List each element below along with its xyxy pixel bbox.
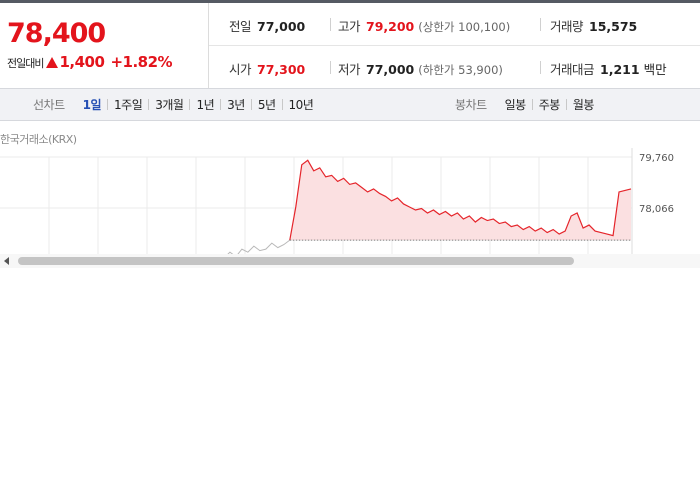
line-chart-title: 선차트 [33, 98, 65, 112]
stat-value: 77,300 [257, 62, 306, 77]
change-value: 1,400 [59, 53, 105, 71]
series-line-premarket [227, 239, 291, 254]
period-button-6[interactable]: 10년 [288, 98, 314, 112]
scroll-left-arrow-icon[interactable] [4, 257, 9, 265]
change-row: 전일대비 1,400 +1.82% [7, 53, 173, 71]
stat-label: 시가 [229, 62, 252, 77]
toolbar-separator [220, 99, 222, 110]
change-label: 전일대비 [7, 57, 44, 70]
current-price: 78,400 [7, 18, 106, 49]
y-tick-label: 79,760 [639, 153, 674, 164]
stats-divider [209, 45, 700, 46]
scroll-thumb[interactable] [18, 257, 574, 265]
toolbar-separator [107, 99, 109, 110]
candle-button-0[interactable]: 일봉 [504, 98, 527, 112]
stat-label: 저가 [338, 62, 361, 77]
stat-value: 79,200 [366, 19, 415, 34]
horizontal-scrollbar[interactable] [0, 254, 700, 268]
stat-unit: 백만 [643, 62, 667, 77]
stat-amount: 거래대금 1,211 백만 [550, 59, 667, 78]
candle-button-1[interactable]: 주봉 [538, 98, 561, 112]
stat-value: 77,000 [366, 62, 415, 77]
toolbar-separator [250, 99, 252, 110]
stat-label: 전일 [229, 19, 252, 34]
change-percent: +1.82% [110, 53, 173, 71]
stat-high: 고가 79,200 (상한가 100,100) [338, 16, 510, 35]
series-line [289, 159, 632, 241]
candle-chart-title: 봉차트 [455, 98, 487, 112]
period-button-0[interactable]: 1일 [82, 98, 102, 112]
chart-toolbar: 선차트 1일 1주일 3개월 1년 3년 5년 10년 봉차트 일봉 주봉 월봉 [0, 88, 700, 121]
period-button-1[interactable]: 1주일 [114, 98, 143, 112]
stat-separator [540, 61, 541, 74]
stat-value: 15,575 [589, 19, 638, 34]
toolbar-separator [189, 99, 191, 110]
toolbar-separator [565, 99, 567, 110]
stat-label: 고가 [338, 19, 361, 34]
stat-prev-close: 전일 77,000 [229, 16, 305, 35]
period-button-3[interactable]: 1년 [196, 98, 215, 112]
top-border [0, 0, 700, 3]
stats-panel: 전일 77,000 고가 79,200 (상한가 100,100) 거래량 15,575… [209, 3, 700, 88]
up-triangle-icon [46, 57, 59, 68]
stat-low: 저가 77,000 (하한가 53,900) [338, 59, 503, 78]
line-chart-periods: 선차트 1일 1주일 3개월 1년 3년 5년 10년 [33, 89, 319, 120]
stat-separator [330, 61, 331, 74]
chart-area-fill [289, 160, 631, 241]
upper-limit: (상한가 100,100) [418, 20, 511, 34]
stat-value: 1,211 [600, 62, 640, 77]
lower-limit: (하한가 53,900) [418, 63, 503, 77]
toolbar-separator [148, 99, 150, 110]
stat-value: 77,000 [257, 19, 306, 34]
toolbar-separator [531, 99, 533, 110]
stat-separator [540, 18, 541, 31]
period-button-2[interactable]: 3개월 [155, 98, 184, 112]
candle-button-2[interactable]: 월봉 [572, 98, 595, 112]
candle-chart-periods: 봉차트 일봉 주봉 월봉 [455, 89, 600, 120]
stat-separator [330, 18, 331, 31]
stat-volume: 거래량 15,575 [550, 16, 637, 35]
y-tick-label: 78,066 [639, 204, 674, 215]
period-button-5[interactable]: 5년 [257, 98, 276, 112]
period-button-4[interactable]: 3년 [227, 98, 245, 112]
stat-label: 거래량 [550, 19, 584, 34]
stat-open: 시가 77,300 [229, 59, 305, 78]
price-summary: 78,400 전일대비 1,400 +1.82% [0, 3, 209, 88]
exchange-label: 한국거래소(KRX) [0, 133, 77, 146]
toolbar-separator [281, 99, 283, 110]
stat-label: 거래대금 [550, 62, 595, 77]
